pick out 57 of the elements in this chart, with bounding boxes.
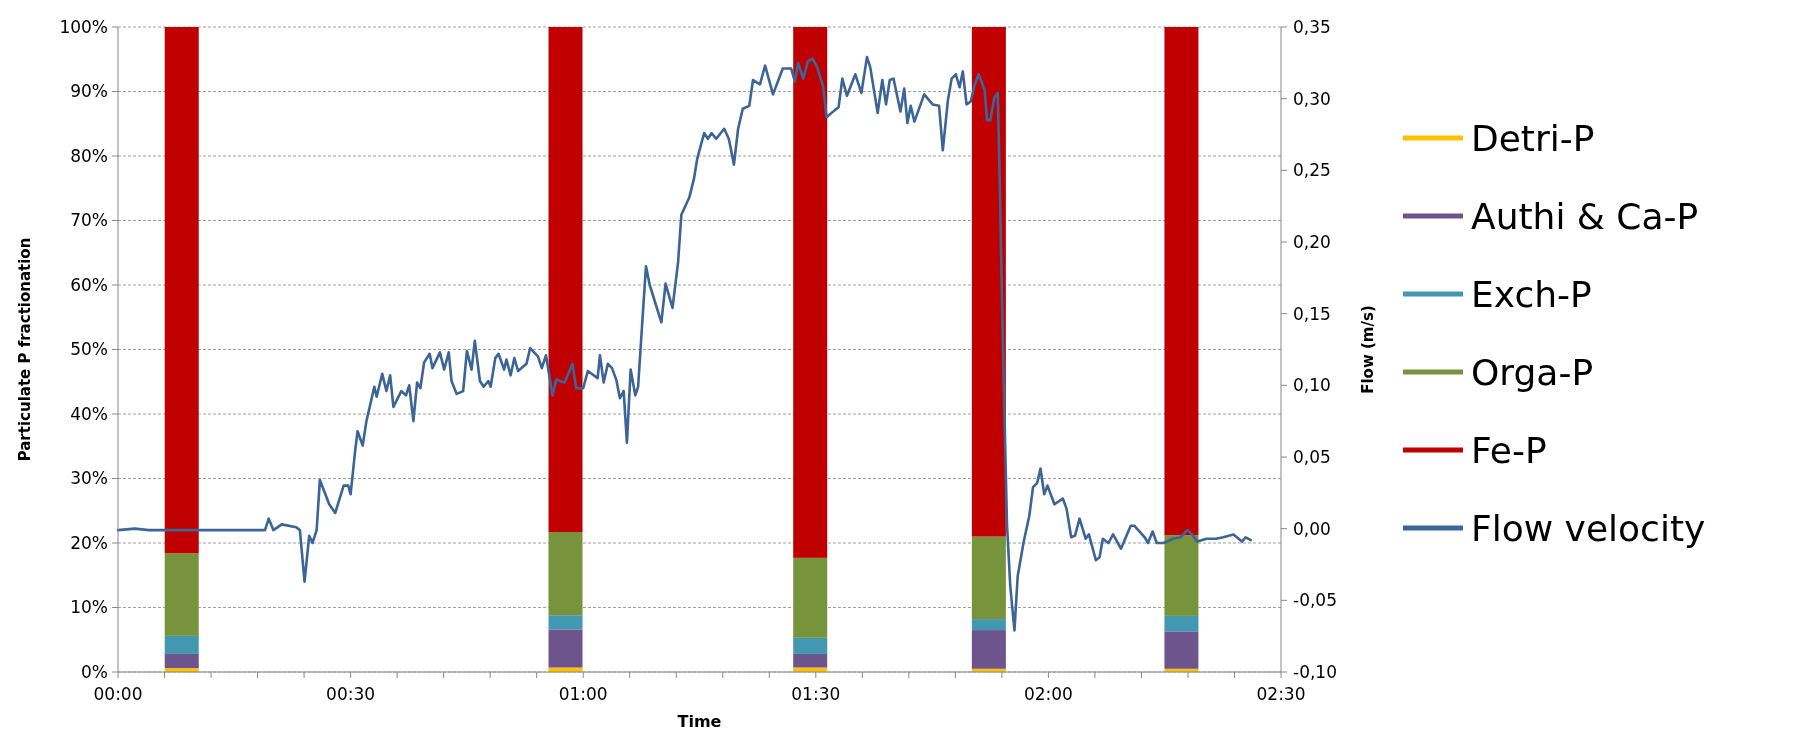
y-tick-label: 50% (70, 339, 108, 360)
bar (164, 653, 199, 669)
bar (971, 619, 1006, 631)
y2-tick-label: 0,10 (1293, 375, 1331, 396)
bar (793, 637, 828, 654)
bar (164, 553, 199, 636)
bar (164, 635, 199, 654)
legend-label: Orga-P (1471, 351, 1594, 393)
legend-label: Fe-P (1471, 429, 1547, 471)
bar (971, 27, 1006, 537)
line-series (116, 55, 1253, 632)
y-tick-label: 60% (70, 274, 108, 295)
x-tick-label: 02:00 (1023, 684, 1073, 704)
y2-tick-label: 0,15 (1293, 303, 1331, 324)
y-tick-label: 100% (59, 16, 108, 37)
legend-label: Exch-P (1471, 273, 1592, 315)
x-tick-label: 01:30 (791, 684, 841, 704)
bar (548, 629, 583, 668)
bar (548, 615, 583, 630)
bar (164, 27, 199, 554)
y2-tick-label: 0,25 (1293, 160, 1331, 181)
y2-tick-label: 0,00 (1293, 518, 1331, 539)
legend-label: Authi & Ca-P (1471, 195, 1699, 237)
bar (971, 630, 1006, 669)
y2-tick-label: 0,35 (1293, 16, 1331, 37)
y2-axis-title: Flow (m/s) (1359, 305, 1377, 394)
y2-tick-label: 0,20 (1293, 231, 1331, 252)
x-tick-label: 00:30 (326, 684, 376, 704)
x-tick-label: 00:00 (93, 684, 143, 704)
bar (1164, 535, 1199, 616)
bar (793, 557, 828, 638)
bar (548, 27, 583, 533)
bar (1164, 27, 1199, 536)
y2-tick-label: -0,10 (1293, 661, 1337, 682)
y2-tick-label: -0,05 (1293, 590, 1337, 611)
y-tick-label: 80% (70, 145, 108, 166)
x-tick-label: 01:00 (558, 684, 608, 704)
bar (1164, 615, 1199, 632)
legend-label: Detri-P (1471, 117, 1595, 159)
y-tick-label: 0% (81, 661, 108, 682)
y2-tick-label: 0,30 (1293, 88, 1331, 109)
y-tick-label: 90% (70, 81, 108, 102)
bar (1164, 631, 1199, 669)
legend-label: Flow velocity (1471, 507, 1706, 549)
x-tick-label: 02:30 (1256, 684, 1306, 704)
y2-tick-label: 0,05 (1293, 446, 1331, 467)
y-tick-label: 30% (70, 468, 108, 489)
y-axis-title: Particulate P fractionation (16, 237, 34, 462)
y-tick-label: 40% (70, 403, 108, 424)
bar (548, 532, 583, 616)
x-axis-title: Time (677, 712, 722, 731)
bar (793, 653, 828, 668)
bar (971, 536, 1006, 620)
bar (793, 27, 828, 558)
y-tick-label: 70% (70, 210, 108, 231)
y-tick-label: 10% (70, 597, 108, 618)
y-tick-label: 20% (70, 532, 108, 553)
